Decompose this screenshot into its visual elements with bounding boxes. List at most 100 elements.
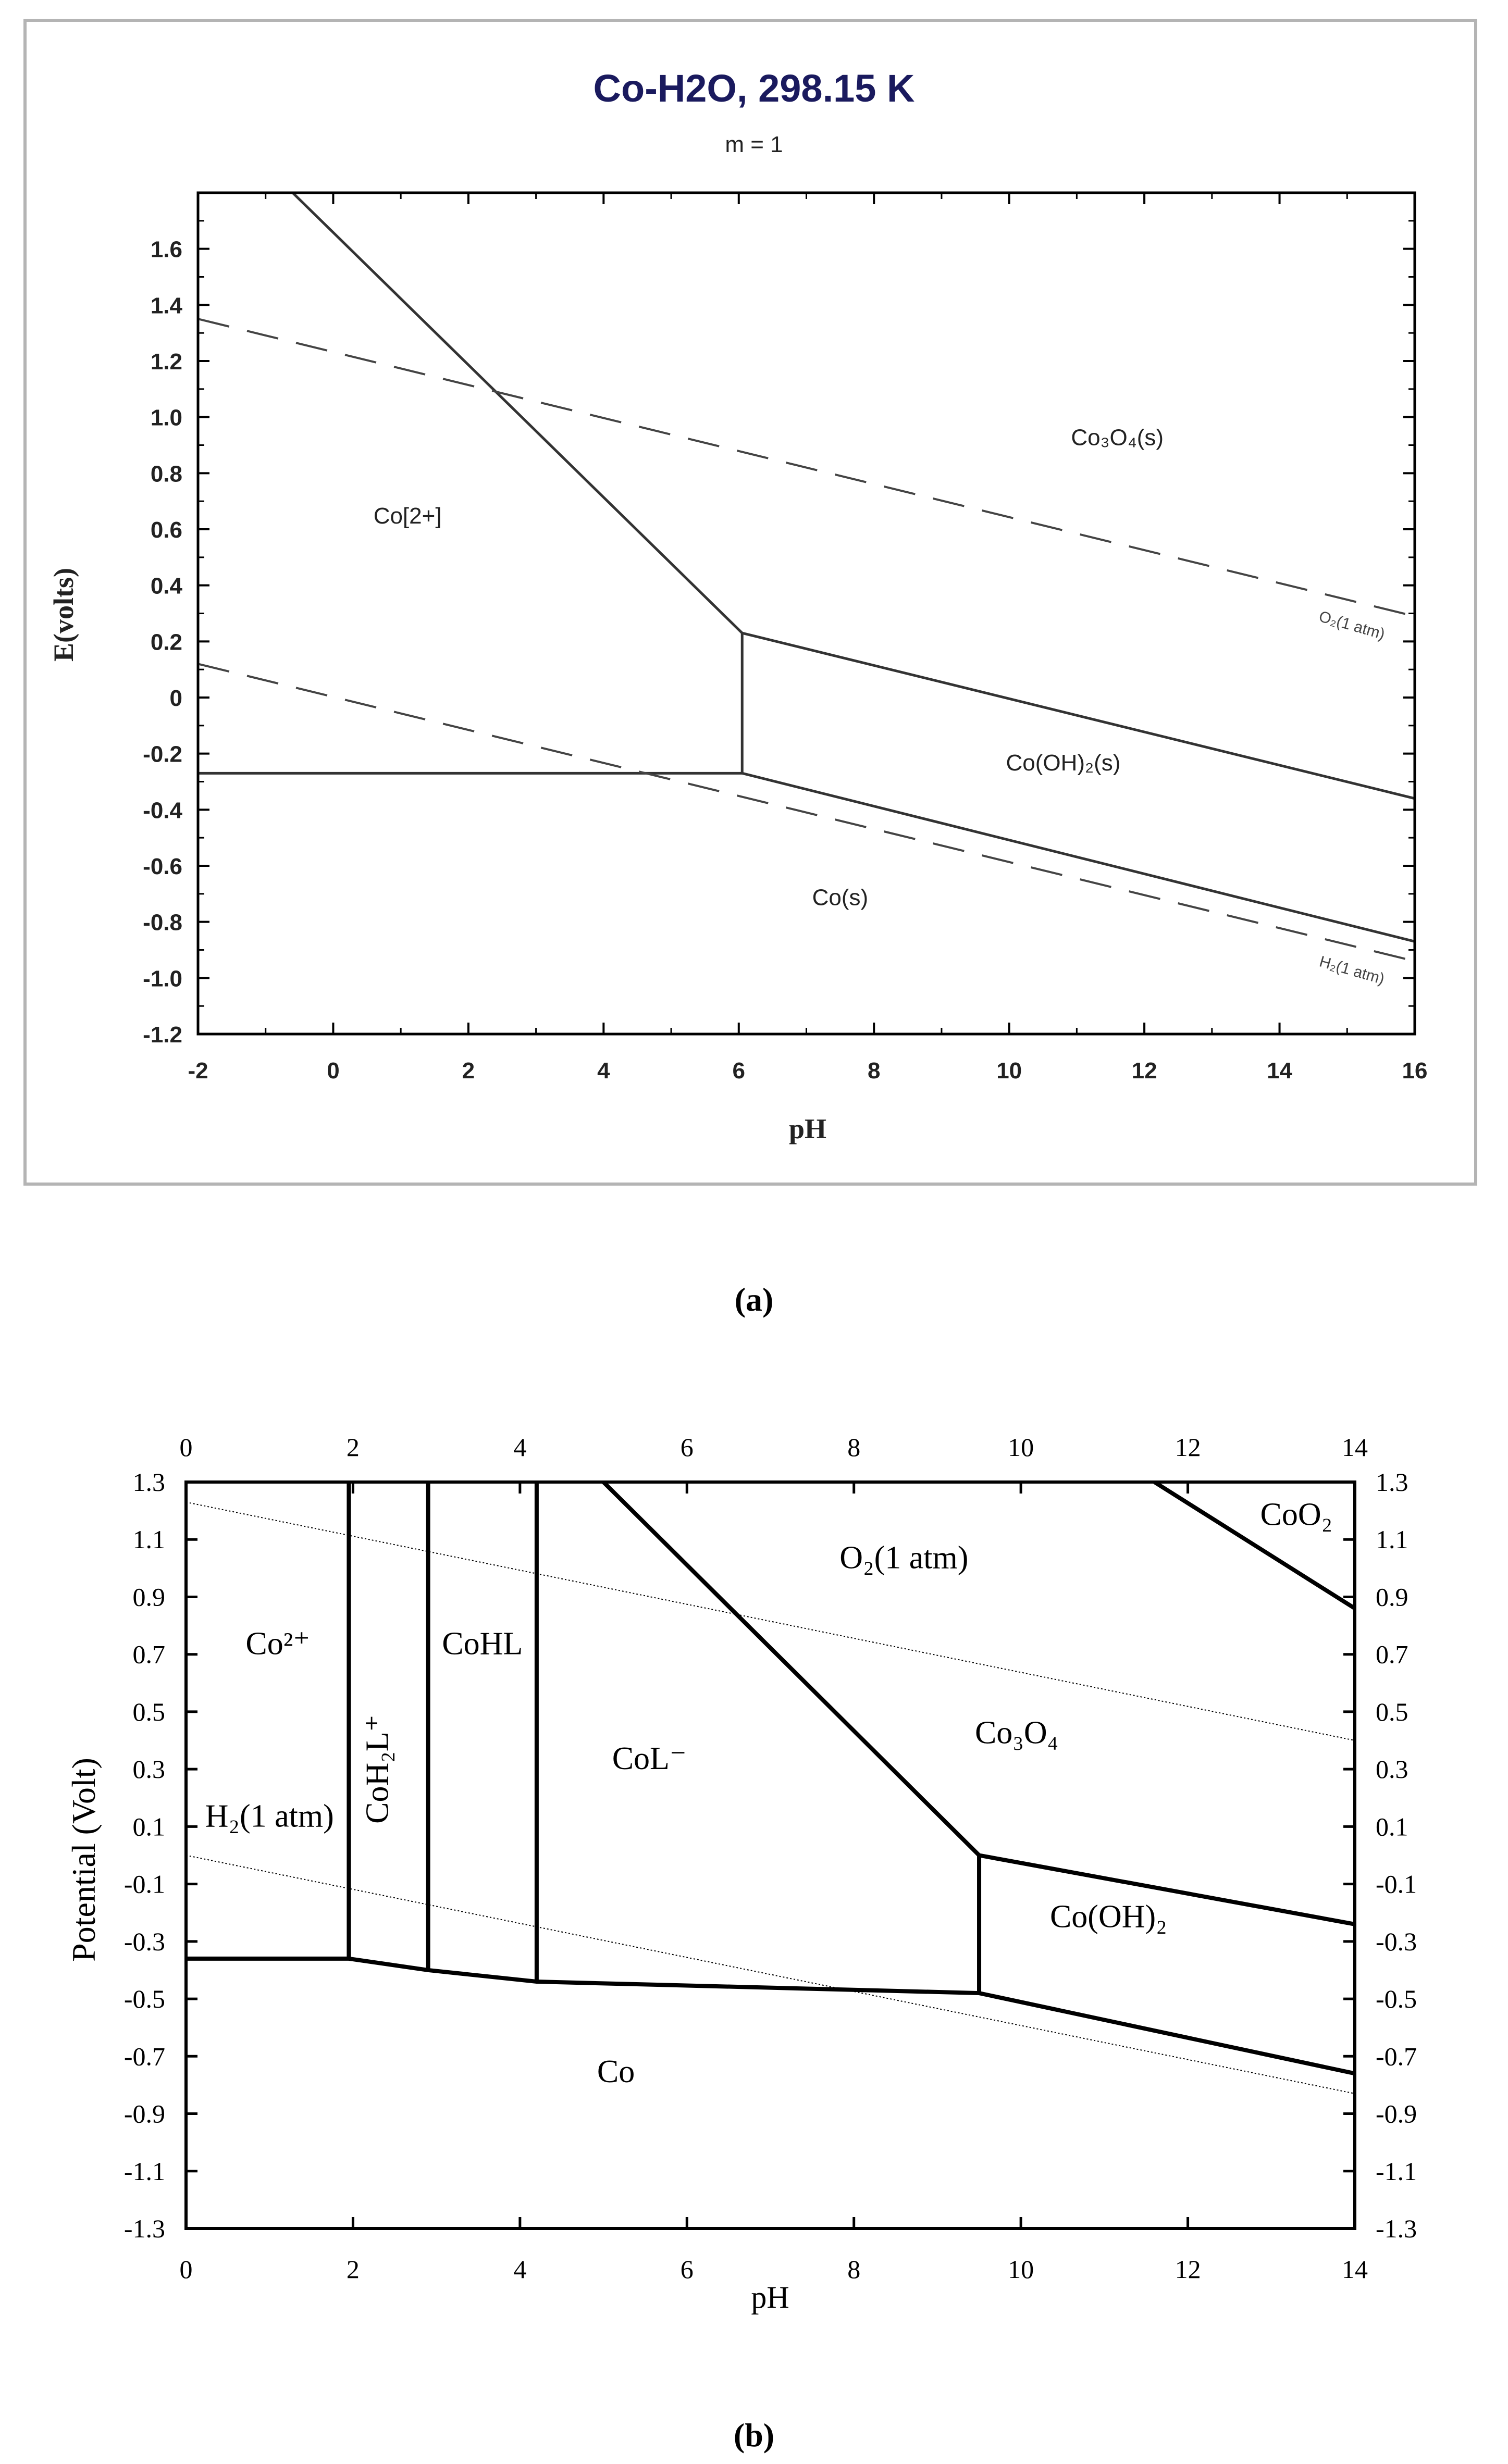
- region-label-b: CoH₂L⁺: [360, 1714, 395, 1823]
- y-tick-label-b-right: -0.3: [1376, 1927, 1417, 1956]
- x-tick-label-b-top: 2: [347, 1433, 360, 1462]
- region-label-b: Co(OH)₂: [1050, 1899, 1167, 1934]
- x-tick-label-a: 2: [462, 1058, 475, 1084]
- y-tick-label-b: -0.7: [124, 2042, 165, 2071]
- x-tick-label-b: 8: [847, 2255, 860, 2284]
- region-label-b: CoL⁻: [612, 1741, 687, 1776]
- series-a-3: [741, 631, 1415, 800]
- x-tick-label-b-top: 8: [847, 1433, 860, 1462]
- y-tick-label-a: 1.4: [151, 293, 183, 318]
- series-a-4: [741, 771, 1415, 943]
- series-b-4: [602, 1482, 981, 1857]
- y-tick-label-a: 0.2: [151, 629, 182, 655]
- y-tick-label-b: -0.5: [124, 1984, 165, 2013]
- series-b-6: [979, 1853, 1355, 1926]
- y-tick-label-a: -1.2: [143, 1022, 182, 1048]
- x-tick-label-b: 12: [1175, 2255, 1201, 2284]
- y-tick-label-a: 1.6: [151, 237, 182, 263]
- y-tick-label-a: -0.2: [143, 742, 182, 767]
- x-tick-label-a: 16: [1402, 1058, 1428, 1084]
- y-tick-label-a: 0.4: [151, 574, 183, 599]
- series-a-1: [291, 193, 744, 634]
- y-tick-label-b: -1.1: [124, 2157, 165, 2186]
- x-tick-label-b: 4: [513, 2255, 526, 2284]
- series-b-7: [1153, 1482, 1355, 1610]
- y-tick-label-a: 1.0: [151, 405, 182, 431]
- y-tick-label-b: 0.3: [133, 1754, 166, 1784]
- region-label-b: CoHL: [442, 1626, 523, 1662]
- figure-a-frame: [23, 19, 1477, 1186]
- x-tick-label-b-top: 6: [681, 1433, 694, 1462]
- x-tick-label-a: 10: [996, 1058, 1022, 1084]
- chart-a: Co-H2O, 298.15 K m = 1 -2 0 2 4 6 8 10 12 14 16 -1.2…: [48, 67, 1428, 1144]
- series-a-5: [198, 318, 1415, 617]
- y-tick-label-a: -0.6: [143, 854, 182, 879]
- y-tick-label-b-right: 0.9: [1376, 1582, 1408, 1611]
- chart-b-xlabel: pH: [751, 2280, 789, 2314]
- chart-b: 0 0 2 2 4 4 6 6 8 8 10 10 12 12 14 14 -1.3 -1.3 -1.1 -1.1 -0…: [65, 1433, 1417, 2314]
- y-tick-label-a: 1.2: [151, 349, 182, 375]
- region-label-a: Co(OH)₂(s): [1006, 750, 1120, 776]
- chart-a-subtitle: m = 1: [725, 132, 783, 157]
- x-tick-label-a: 4: [597, 1058, 610, 1084]
- y-tick-label-b-right: -0.7: [1376, 2042, 1417, 2071]
- x-tick-label-b-top: 0: [180, 1433, 193, 1462]
- y-tick-label-b-right: 1.3: [1376, 1467, 1408, 1497]
- x-tick-label-b-top: 4: [513, 1433, 526, 1462]
- y-tick-label-b: 0.7: [133, 1640, 166, 1669]
- x-tick-label-a: 14: [1267, 1058, 1292, 1084]
- region-label-a: Co₃O₄(s): [1071, 425, 1164, 451]
- y-tick-label-b-right: -1.1: [1376, 2157, 1417, 2186]
- x-tick-label-b: 10: [1008, 2255, 1034, 2284]
- region-label-a: Co[2+]: [374, 503, 442, 529]
- y-tick-label-b-right: 0.5: [1376, 1697, 1408, 1726]
- x-tick-label-a: 0: [327, 1058, 339, 1084]
- y-tick-label-a: -0.4: [143, 798, 182, 823]
- y-tick-label-b-right: -0.9: [1376, 2099, 1417, 2129]
- region-label-b: H₂(1 atm): [205, 1798, 334, 1834]
- x-tick-label-b-top: 14: [1342, 1433, 1368, 1462]
- region-label-b: Co: [597, 2054, 635, 2089]
- y-tick-label-b: 0.1: [133, 1812, 166, 1841]
- y-tick-label-b-right: 0.1: [1376, 1812, 1408, 1841]
- y-tick-label-b: 0.9: [133, 1582, 166, 1611]
- x-tick-label-b: 6: [681, 2255, 694, 2284]
- y-tick-label-b: -0.1: [124, 1870, 165, 1899]
- x-tick-label-b-top: 10: [1008, 1433, 1034, 1462]
- y-tick-label-b-right: -0.5: [1376, 1984, 1417, 2013]
- y-tick-label-b: -0.3: [124, 1927, 165, 1956]
- y-tick-label-b-right: 1.1: [1376, 1525, 1408, 1554]
- x-tick-label-a: 8: [868, 1058, 880, 1084]
- y-tick-label-b-right: -0.1: [1376, 1870, 1417, 1899]
- y-tick-label-b: -1.3: [124, 2214, 165, 2243]
- y-tick-label-b-right: -1.3: [1376, 2214, 1417, 2243]
- y-tick-label-b-right: 0.3: [1376, 1754, 1408, 1784]
- y-tick-label-a: -1.0: [143, 966, 182, 991]
- x-tick-label-b: 0: [180, 2255, 193, 2284]
- plot-frame-a: [196, 191, 1416, 1036]
- x-tick-label-b-top: 12: [1175, 1433, 1201, 1462]
- region-label-b: O₂(1 atm): [839, 1540, 968, 1575]
- region-label-b: Co²⁺: [245, 1626, 310, 1662]
- y-tick-label-b-right: 0.7: [1376, 1640, 1408, 1669]
- x-tick-label-a: 12: [1132, 1058, 1157, 1084]
- panel-label-a: (a): [734, 1281, 774, 1318]
- y-tick-label-b: 0.5: [133, 1697, 166, 1726]
- series-b-0: [186, 1956, 1355, 2076]
- plot-frame-b: [184, 1480, 1356, 2230]
- chart-a-title: Co-H2O, 298.15 K: [594, 67, 915, 110]
- chart-a-ylabel: E(volts): [48, 568, 79, 662]
- chart-a-xlabel: pH: [789, 1113, 826, 1144]
- y-tick-label-a: 0: [170, 686, 182, 711]
- y-tick-label-a: 0.6: [151, 517, 182, 543]
- region-label-b: Co₃O₄: [975, 1715, 1058, 1751]
- y-tick-label-b: -0.9: [124, 2099, 165, 2129]
- series-b-8: [186, 1501, 1355, 1741]
- x-tick-label-a: 6: [733, 1058, 745, 1084]
- x-tick-label-b: 14: [1342, 2255, 1368, 2284]
- y-tick-label-b: 1.3: [133, 1467, 166, 1497]
- region-label-b: CoO₂: [1260, 1497, 1332, 1533]
- x-tick-label-b: 2: [347, 2255, 360, 2284]
- panel-label-b: (b): [733, 2417, 775, 2454]
- y-tick-label-a: -0.8: [143, 910, 182, 936]
